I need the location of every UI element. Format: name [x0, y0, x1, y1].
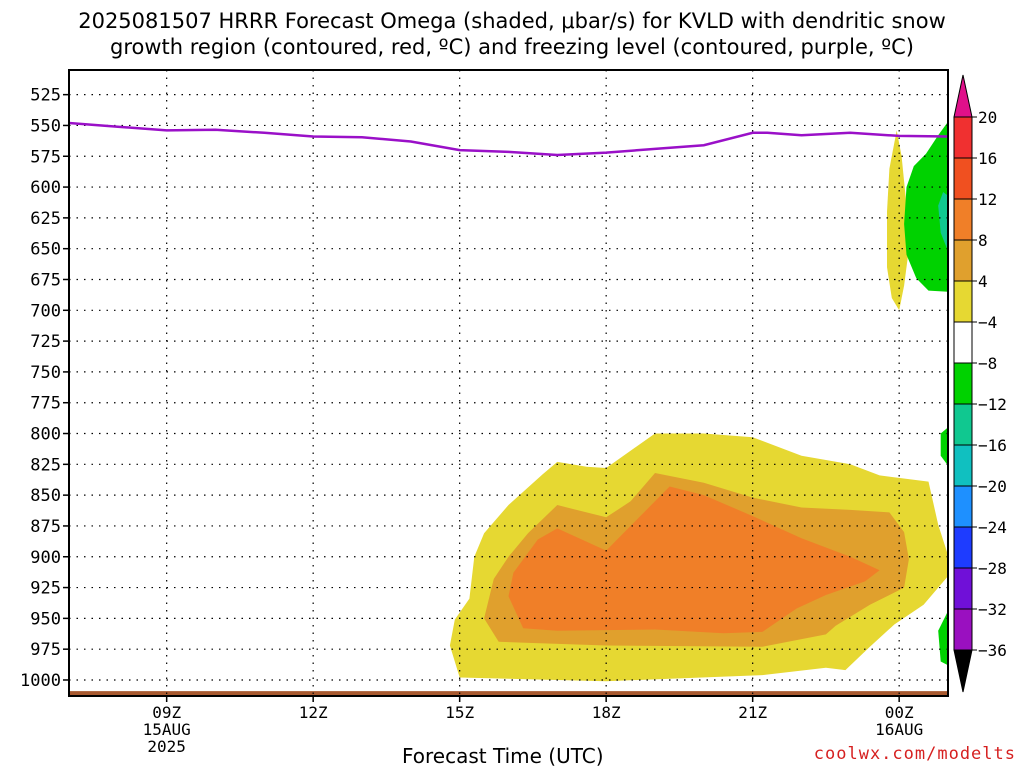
- y-tick-label-775: 775: [30, 394, 61, 414]
- site-credit: coolwx.com/modelts: [813, 744, 1016, 764]
- y-tick-label-900: 900: [30, 548, 61, 568]
- y-tick-label-625: 625: [30, 209, 61, 229]
- colorbar-box-7: [953, 403, 973, 446]
- omega-region-3: [887, 130, 909, 311]
- colorbar: 20 16 12 8 4 −4 −8 −12 −16 −20 −24 −28 −32 −36: [953, 74, 1007, 693]
- colorbar-box-6: [953, 362, 973, 405]
- colorbar-box-1: [953, 157, 973, 200]
- colorbar-label-7: −12: [978, 395, 1007, 414]
- colorbar-label-11: −28: [978, 559, 1007, 578]
- y-tick-label-650: 650: [30, 240, 61, 260]
- x-tick-label-9-2: 2025: [147, 737, 186, 756]
- colorbar-top-arrow: [953, 74, 973, 118]
- colorbar-box-4: [953, 280, 973, 323]
- colorbar-label-13: −36: [978, 641, 1007, 660]
- x-tick-label-9-1: 15AUG: [143, 720, 191, 739]
- omega-region-7: [938, 611, 948, 666]
- colorbar-box-2: [953, 198, 973, 241]
- omega-region-4: [904, 121, 948, 292]
- y-tick-label-950: 950: [30, 609, 61, 629]
- colorbar-label-9: −20: [978, 477, 1007, 496]
- y-tick-label-750: 750: [30, 363, 61, 383]
- colorbar-label-0: 20: [978, 108, 997, 127]
- colorbar-label-6: −8: [978, 354, 997, 373]
- y-tick-label-925: 925: [30, 579, 61, 599]
- colorbar-label-4: 4: [978, 272, 988, 291]
- colorbar-box-5: [953, 321, 973, 364]
- colorbar-label-8: −16: [978, 436, 1007, 455]
- contour-lines: [69, 121, 948, 157]
- y-tick-label-975: 975: [30, 640, 61, 660]
- colorbar-label-10: −24: [978, 518, 1007, 537]
- colorbar-box-9: [953, 485, 973, 528]
- colorbar-label-2: 12: [978, 190, 997, 209]
- omega-region-5: [938, 192, 948, 252]
- y-tick-label-675: 675: [30, 270, 61, 290]
- x-axis-label: Forecast Time (UTC): [402, 744, 604, 768]
- colorbar-label-5: −4: [978, 313, 997, 332]
- chart-title: 2025081507 HRRR Forecast Omega (shaded, …: [0, 8, 1024, 60]
- x-tick-label-24-0: 00Z: [885, 703, 914, 722]
- x-tick-label-24-1: 16AUG: [875, 720, 923, 739]
- colorbar-box-12: [953, 608, 973, 651]
- omega-shading: [69, 121, 948, 696]
- colorbar-bottom-arrow: [953, 649, 973, 693]
- y-tick-label-1000: 1000: [20, 671, 61, 691]
- y-tick-label-875: 875: [30, 517, 61, 537]
- y-axis: 525 550 575 600 625 650 675 700 725 750 775 800 825 8…: [20, 86, 69, 691]
- x-tick-label-21-0: 21Z: [738, 703, 767, 722]
- title-line-1: 2025081507 HRRR Forecast Omega (shaded, …: [78, 9, 946, 33]
- surface-band: [69, 691, 948, 696]
- y-tick-label-800: 800: [30, 425, 61, 445]
- plot-frame: [68, 69, 949, 697]
- colorbar-box-11: [953, 567, 973, 610]
- x-tick-label-12-0: 12Z: [299, 703, 328, 722]
- y-tick-label-525: 525: [30, 86, 61, 106]
- y-tick-label-550: 550: [30, 116, 61, 136]
- colorbar-label-1: 16: [978, 149, 997, 168]
- colorbar-box-10: [953, 526, 973, 569]
- x-tick-label-9-0: 09Z: [152, 703, 181, 722]
- y-tick-label-600: 600: [30, 178, 61, 198]
- omega-region-2: [508, 486, 880, 634]
- y-tick-label-725: 725: [30, 332, 61, 352]
- x-tick-label-18-0: 18Z: [592, 703, 621, 722]
- y-tick-label-850: 850: [30, 486, 61, 506]
- colorbar-label-12: −32: [978, 600, 1007, 619]
- y-tick-label-825: 825: [30, 455, 61, 475]
- y-tick-label-575: 575: [30, 147, 61, 167]
- colorbar-label-3: 8: [978, 231, 988, 250]
- omega-region-6: [940, 427, 948, 466]
- title-line-2: growth region (contoured, red, ºC) and f…: [110, 35, 914, 59]
- colorbar-box-0: [953, 116, 973, 159]
- x-tick-label-15-0: 15Z: [445, 703, 474, 722]
- colorbar-box-8: [953, 444, 973, 487]
- colorbar-box-3: [953, 239, 973, 282]
- y-tick-label-700: 700: [30, 301, 61, 321]
- series-line-0: [69, 121, 948, 157]
